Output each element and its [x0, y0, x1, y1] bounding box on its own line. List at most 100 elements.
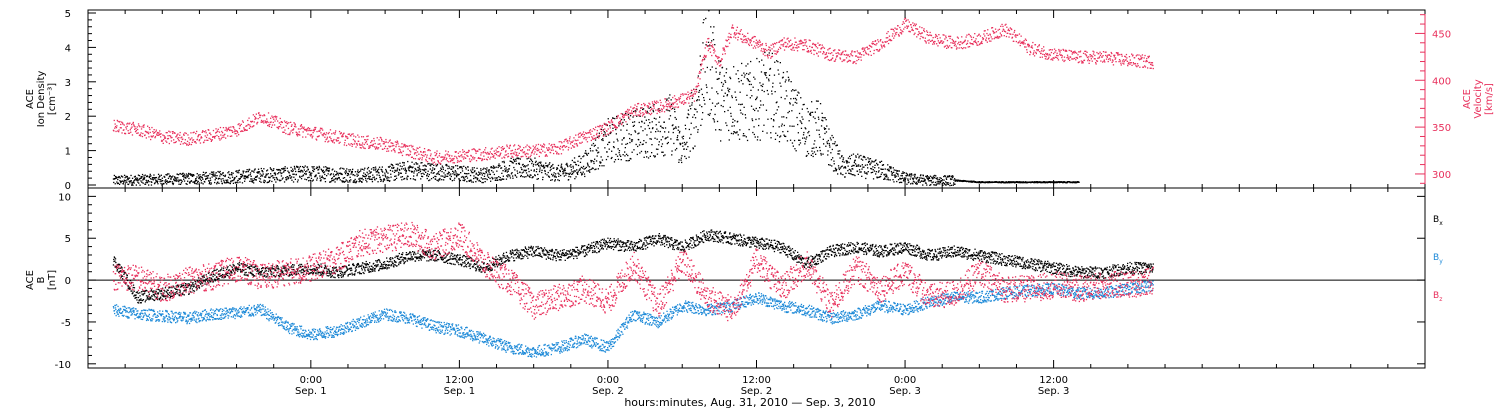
data-point — [941, 179, 944, 181]
data-point — [278, 122, 280, 124]
data-point — [815, 100, 818, 102]
data-point — [812, 42, 814, 45]
data-point — [810, 49, 812, 52]
data-point — [744, 114, 746, 116]
data-point — [354, 140, 356, 142]
data-point — [415, 163, 418, 165]
data-point — [492, 171, 494, 173]
data-point — [903, 179, 905, 181]
data-point — [881, 168, 883, 170]
data-point — [797, 43, 799, 45]
data-point — [398, 148, 400, 150]
data-point — [279, 171, 281, 173]
data-point — [530, 159, 533, 161]
data-point — [735, 29, 738, 31]
data-point — [729, 76, 731, 78]
data-point — [386, 171, 388, 173]
data-point — [320, 132, 322, 134]
data-point — [323, 132, 326, 134]
data-point — [362, 146, 364, 148]
data-point — [473, 175, 475, 177]
data-point — [210, 140, 212, 142]
data-point — [808, 51, 810, 53]
data-point — [607, 143, 609, 146]
data-point — [345, 179, 347, 181]
data-point — [173, 178, 175, 181]
data-point — [880, 173, 882, 175]
data-point — [416, 151, 419, 153]
data-point — [424, 165, 426, 167]
data-point — [351, 145, 353, 147]
data-point — [170, 178, 172, 180]
data-point — [691, 90, 693, 92]
data-point — [603, 134, 605, 136]
data-point — [332, 141, 334, 143]
data-point — [855, 62, 857, 65]
data-point — [440, 175, 442, 177]
data-point — [402, 168, 405, 170]
data-point — [627, 116, 630, 118]
data-point — [828, 52, 830, 54]
data-point — [167, 135, 169, 137]
data-point — [292, 170, 294, 172]
data-point — [304, 172, 306, 175]
data-point — [369, 178, 371, 180]
data-point — [714, 60, 716, 62]
data-point — [365, 177, 367, 180]
data-point — [742, 41, 744, 44]
data-point — [166, 183, 168, 185]
data-point — [268, 176, 270, 179]
data-point — [843, 54, 845, 56]
data-point — [790, 98, 792, 100]
data-point — [246, 125, 248, 127]
data-point — [520, 155, 523, 158]
data-point — [708, 45, 710, 47]
data-point — [291, 179, 293, 181]
data-point — [858, 164, 860, 166]
data-point — [665, 109, 668, 111]
data-point — [253, 171, 255, 173]
data-point — [402, 146, 404, 148]
data-point — [781, 40, 783, 42]
data-point — [305, 128, 307, 130]
data-point — [454, 173, 456, 175]
data-point — [328, 170, 330, 173]
data-point — [815, 46, 817, 48]
data-point — [921, 177, 924, 180]
data-point — [747, 32, 749, 34]
data-point — [517, 154, 519, 156]
data-point — [477, 174, 479, 176]
data-point — [301, 166, 304, 168]
data-point — [218, 182, 220, 184]
data-point — [269, 121, 271, 123]
data-point — [113, 174, 115, 177]
data-point — [151, 178, 153, 180]
data-point — [654, 156, 656, 158]
data-point — [926, 175, 928, 177]
data-point — [147, 133, 150, 135]
data-point — [592, 128, 595, 130]
data-point — [420, 154, 423, 156]
data-point — [756, 96, 758, 98]
data-point — [845, 57, 848, 59]
data-point — [377, 143, 379, 145]
data-point — [353, 180, 355, 182]
data-point — [822, 138, 824, 140]
data-point — [379, 176, 381, 178]
data-point — [847, 157, 850, 159]
data-point — [927, 178, 929, 180]
data-point — [685, 93, 687, 95]
data-point — [825, 145, 827, 147]
data-point — [580, 142, 582, 144]
data-point — [177, 179, 179, 181]
data-point — [418, 171, 420, 174]
data-point — [175, 179, 177, 181]
data-point — [185, 173, 188, 175]
data-point — [568, 140, 570, 142]
data-point — [522, 163, 524, 166]
data-point — [803, 39, 806, 41]
data-point — [141, 126, 143, 128]
data-point — [910, 176, 912, 178]
data-point — [945, 177, 947, 179]
data-point — [374, 169, 376, 171]
